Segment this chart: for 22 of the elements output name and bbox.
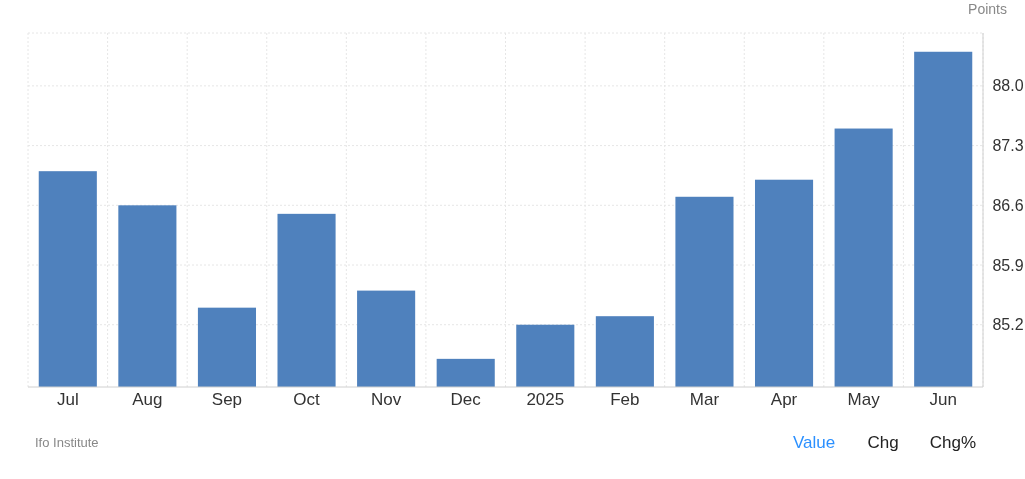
x-tick-label: Dec [450, 390, 482, 409]
y-tick-label: 85.9 [992, 256, 1024, 274]
x-tick-label: Jun [929, 390, 957, 409]
text: Chg [867, 433, 899, 452]
x-tick-label: Feb [610, 390, 640, 409]
x-tick-label: May [847, 390, 881, 409]
y-axis-title: Points [968, 1, 1007, 17]
text: Chg% [929, 433, 977, 452]
y-tick-label: 88.0 [992, 77, 1024, 95]
x-tick-label: Jul [56, 390, 79, 409]
x-tick-label: 2025 [526, 390, 565, 409]
x-tick-label: Aug [132, 390, 163, 409]
x-tick-label: Sep [211, 390, 243, 409]
y-tick-label: 85.2 [992, 316, 1024, 334]
y-tick-label: 87.3 [992, 137, 1024, 155]
text: Ifo Institute [35, 435, 99, 450]
x-tick-label: Apr [770, 390, 798, 409]
x-tick-label: Nov [371, 390, 402, 409]
y-tick-label: 86.6 [992, 196, 1024, 214]
x-tick-label: Oct [293, 390, 321, 409]
x-tick-label: Mar [689, 390, 720, 409]
text: Value [792, 433, 836, 452]
